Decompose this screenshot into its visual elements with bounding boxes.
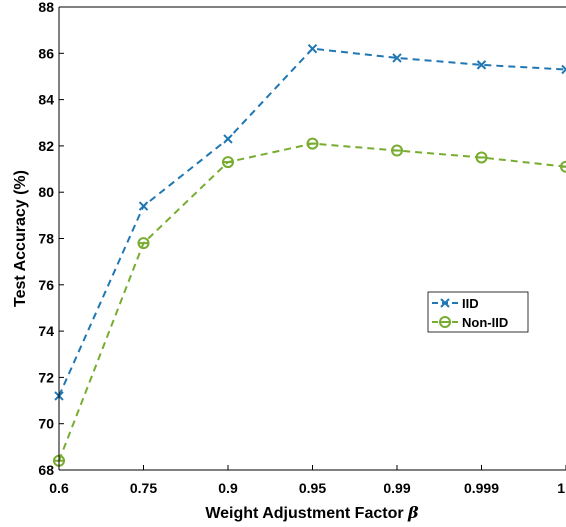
data-point-iid [392,53,402,63]
plot-area [59,7,566,470]
x-tick-label: 1 [557,480,565,496]
data-point-iid [138,201,149,211]
data-point-iid [561,64,566,75]
x-tick-label: 0.999 [464,480,499,496]
legend-box [427,291,529,333]
x-tick-label: 0.9 [218,480,238,496]
x-tick-label: 0.99 [383,480,410,496]
series-layer [53,43,566,467]
data-point-iid [223,134,233,144]
data-point-iid [476,60,487,70]
legend: IID Non-IID [427,291,529,333]
legend-iid-marker [440,298,450,308]
x-axis-label: Weight Adjustment Factor β [205,503,419,522]
y-tick-label: 78 [38,231,54,247]
y-tick-label: 86 [38,45,54,61]
data-point-iid [307,43,318,54]
x-tick-label: 0.6 [49,480,69,496]
y-axis-label: Test Accuracy (%) [12,170,29,307]
y-tick-label: 88 [38,0,54,15]
x-axis-ticks: 0.6 0.75 0.9 0.95 0.99 0.999 1 [49,465,566,496]
y-axis-ticks: 68 70 72 74 76 78 80 82 84 86 88 [38,0,64,478]
y-tick-label: 72 [38,369,54,385]
y-tick-label: 74 [38,323,54,339]
y-tick-label: 84 [38,92,54,108]
legend-iid-label: IID [462,296,479,311]
y-tick-label: 82 [38,138,54,154]
y-tick-label: 80 [38,184,54,200]
y-tick-label: 68 [38,462,54,478]
legend-noniid-label: Non-IID [462,315,508,330]
x-tick-label: 0.75 [130,480,157,496]
x-tick-label: 0.95 [299,480,326,496]
y-tick-label: 70 [38,416,54,432]
y-tick-label: 76 [38,277,54,293]
